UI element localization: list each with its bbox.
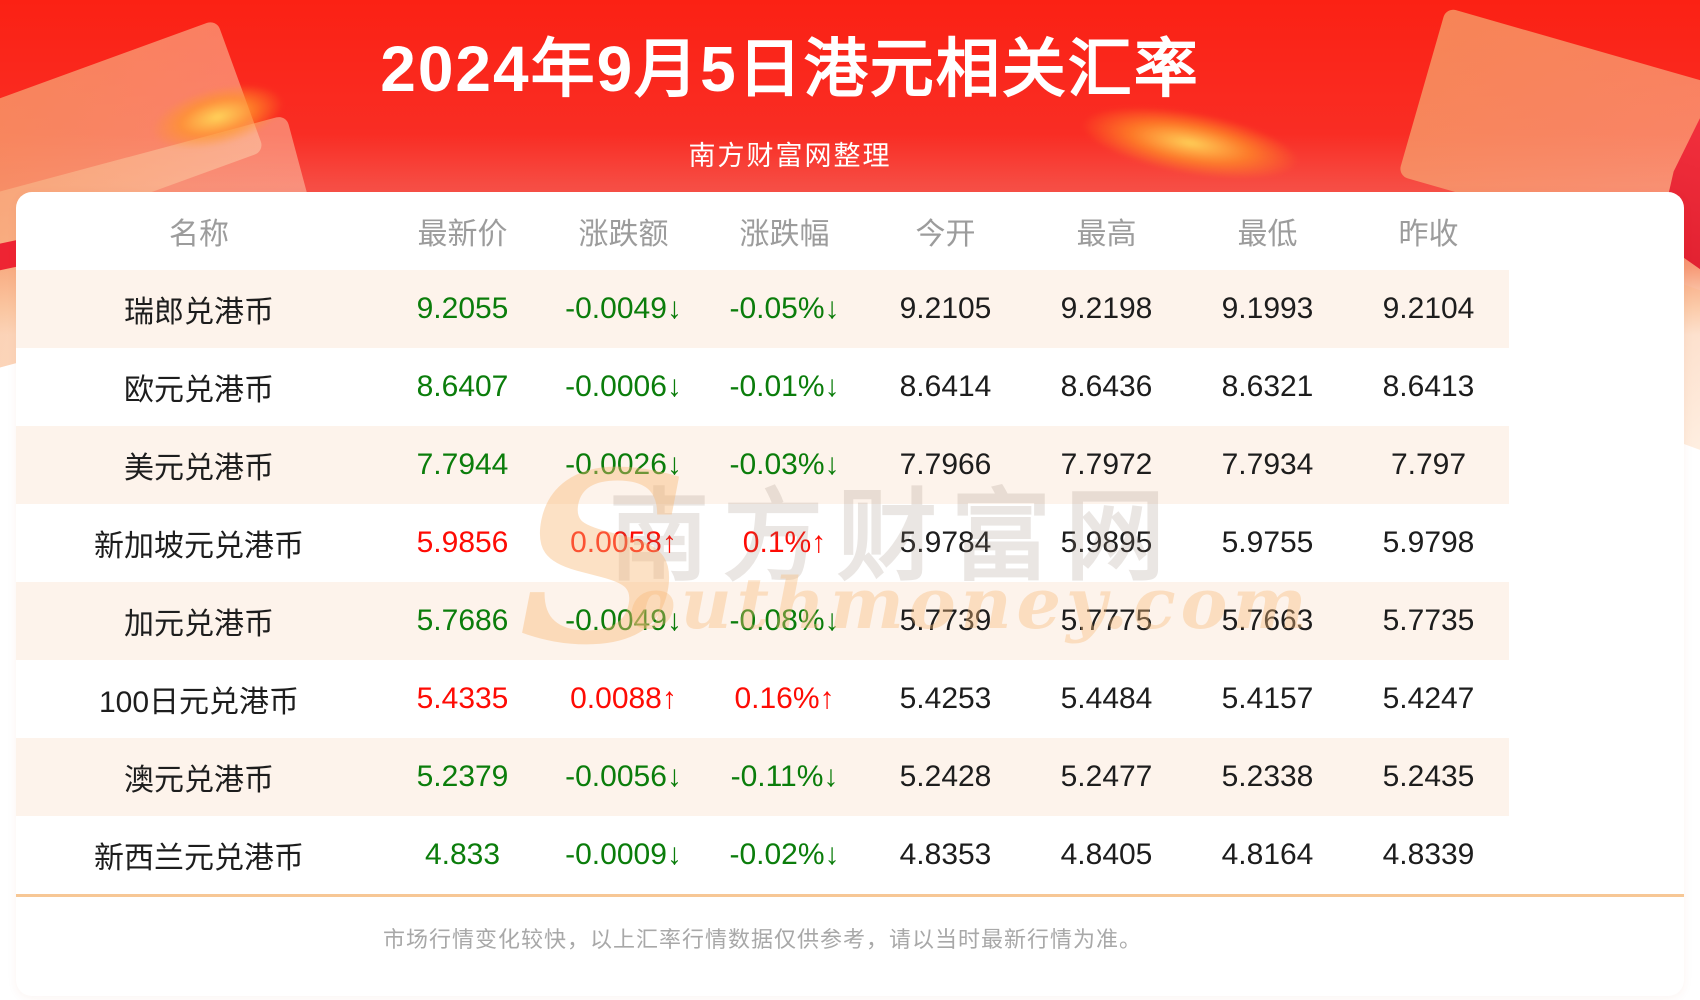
low-price: 5.9755: [1221, 526, 1314, 559]
latest-price: 5.4335: [416, 682, 509, 715]
col-header-change: 涨跌额: [578, 218, 669, 251]
open-price: 8.6414: [899, 370, 992, 403]
high-price: 5.7775: [1060, 604, 1153, 637]
change-amount: -0.0049↓: [565, 604, 682, 637]
currency-pair-name: 新西兰元兑港币: [94, 842, 304, 875]
open-price: 9.2105: [899, 292, 992, 325]
high-price: 5.9895: [1060, 526, 1153, 559]
col-header-open: 今开: [915, 218, 976, 251]
prev-close-price: 5.4247: [1382, 682, 1475, 715]
currency-pair-name: 新加坡元兑港币: [94, 530, 304, 563]
currency-pair-name: 瑞郎兑港币: [124, 296, 274, 329]
change-percent: -0.05%↓: [729, 292, 840, 325]
change-amount: -0.0006↓: [565, 370, 682, 403]
low-price: 4.8164: [1221, 838, 1314, 871]
table-row: 新加坡元兑港币 5.9856 0.0058↑ 0.1%↑ 5.9784 5.98…: [16, 504, 1509, 582]
change-percent: -0.01%↓: [729, 370, 840, 403]
banner-text-block: 2024年9月5日港元相关汇率 南方财富网整理: [0, 0, 1580, 173]
currency-pair-name: 美元兑港币: [124, 452, 274, 485]
currency-pair-name: 欧元兑港币: [124, 374, 274, 407]
table-row: 美元兑港币 7.7944 -0.0026↓ -0.03%↓ 7.7966 7.7…: [16, 426, 1509, 504]
footnote-divider: 市场行情变化较快，以上汇率行情数据仅供参考，请以当时最新行情为准。: [16, 894, 1684, 996]
table-row: 澳元兑港币 5.2379 -0.0056↓ -0.11%↓ 5.2428 5.2…: [16, 738, 1509, 816]
currency-pair-name: 加元兑港币: [124, 608, 274, 641]
change-percent: -0.08%↓: [729, 604, 840, 637]
col-header-latest: 最新价: [417, 218, 508, 251]
open-price: 5.7739: [899, 604, 992, 637]
change-amount: -0.0049↓: [565, 292, 682, 325]
high-price: 4.8405: [1060, 838, 1153, 871]
prev-close-price: 8.6413: [1382, 370, 1475, 403]
col-header-prev-close: 昨收: [1398, 218, 1459, 251]
low-price: 9.1993: [1221, 292, 1314, 325]
latest-price: 5.7686: [416, 604, 509, 637]
table-row: 瑞郎兑港币 9.2055 -0.0049↓ -0.05%↓ 9.2105 9.2…: [16, 270, 1509, 348]
high-price: 5.2477: [1060, 760, 1153, 793]
open-price: 4.8353: [899, 838, 992, 871]
rates-card: 名称 最新价 涨跌额 涨跌幅 今开 最高 最低 昨收 瑞郎兑港币 9.2055 …: [16, 192, 1684, 996]
change-percent: 0.1%↑: [742, 526, 827, 559]
disclaimer-text: 市场行情变化较快，以上汇率行情数据仅供参考，请以当时最新行情为准。: [382, 927, 1142, 952]
change-amount: -0.0026↓: [565, 448, 682, 481]
table-row: 新西兰元兑港币 4.833 -0.0009↓ -0.02%↓ 4.8353 4.…: [16, 816, 1509, 894]
col-header-high: 最高: [1076, 218, 1137, 251]
currency-pair-name: 100日元兑港币: [98, 686, 300, 719]
latest-price: 5.9856: [416, 526, 509, 559]
col-header-change-pct: 涨跌幅: [739, 218, 830, 251]
low-price: 5.2338: [1221, 760, 1314, 793]
exchange-rate-table: 名称 最新价 涨跌额 涨跌幅 今开 最高 最低 昨收 瑞郎兑港币 9.2055 …: [16, 192, 1509, 894]
prev-close-price: 4.8339: [1382, 838, 1475, 871]
change-percent: -0.02%↓: [729, 838, 840, 871]
low-price: 5.4157: [1221, 682, 1314, 715]
col-header-low: 最低: [1237, 218, 1298, 251]
change-amount: 0.0088↑: [570, 682, 677, 715]
change-amount: 0.0058↑: [570, 526, 677, 559]
latest-price: 4.833: [424, 838, 501, 871]
change-percent: -0.03%↓: [729, 448, 840, 481]
latest-price: 7.7944: [416, 448, 509, 481]
currency-pair-name: 澳元兑港币: [124, 764, 274, 797]
table-header-row: 名称 最新价 涨跌额 涨跌幅 今开 最高 最低 昨收: [16, 192, 1509, 270]
high-price: 7.7972: [1060, 448, 1153, 481]
low-price: 7.7934: [1221, 448, 1314, 481]
open-price: 5.2428: [899, 760, 992, 793]
latest-price: 9.2055: [416, 292, 509, 325]
high-price: 5.4484: [1060, 682, 1153, 715]
page-subtitle: 南方财富网整理: [688, 141, 892, 171]
low-price: 8.6321: [1221, 370, 1314, 403]
open-price: 5.9784: [899, 526, 992, 559]
prev-close-price: 7.797: [1390, 448, 1467, 481]
table-row: 加元兑港币 5.7686 -0.0049↓ -0.08%↓ 5.7739 5.7…: [16, 582, 1509, 660]
low-price: 5.7663: [1221, 604, 1314, 637]
change-percent: -0.11%↓: [730, 760, 839, 793]
open-price: 5.4253: [899, 682, 992, 715]
latest-price: 5.2379: [416, 760, 509, 793]
col-header-name: 名称: [169, 218, 229, 251]
change-percent: 0.16%↑: [734, 682, 835, 715]
high-price: 8.6436: [1060, 370, 1153, 403]
prev-close-price: 5.9798: [1382, 526, 1475, 559]
change-amount: -0.0056↓: [565, 760, 682, 793]
prev-close-price: 9.2104: [1382, 292, 1475, 325]
page-title: 2024年9月5日港元相关汇率: [380, 33, 1200, 105]
table-row: 100日元兑港币 5.4335 0.0088↑ 0.16%↑ 5.4253 5.…: [16, 660, 1509, 738]
change-amount: -0.0009↓: [565, 838, 682, 871]
open-price: 7.7966: [899, 448, 992, 481]
prev-close-price: 5.2435: [1382, 760, 1475, 793]
high-price: 9.2198: [1060, 292, 1153, 325]
table-row: 欧元兑港币 8.6407 -0.0006↓ -0.01%↓ 8.6414 8.6…: [16, 348, 1509, 426]
rate-table-body: 瑞郎兑港币 9.2055 -0.0049↓ -0.05%↓ 9.2105 9.2…: [16, 270, 1509, 894]
latest-price: 8.6407: [416, 370, 509, 403]
prev-close-price: 5.7735: [1382, 604, 1475, 637]
